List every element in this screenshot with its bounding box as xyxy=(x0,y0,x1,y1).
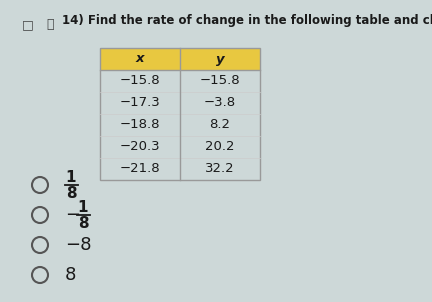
Text: 8: 8 xyxy=(66,187,76,201)
Text: ⧄: ⧄ xyxy=(46,18,54,31)
Text: 1: 1 xyxy=(66,169,76,185)
Text: −18.8: −18.8 xyxy=(120,118,160,131)
Text: −15.8: −15.8 xyxy=(120,75,160,88)
Text: −21.8: −21.8 xyxy=(120,162,160,175)
Text: −3.8: −3.8 xyxy=(204,97,236,110)
Text: 20.2: 20.2 xyxy=(205,140,235,153)
Text: □: □ xyxy=(22,18,34,31)
Text: 8.2: 8.2 xyxy=(210,118,231,131)
Bar xyxy=(100,48,260,70)
Text: 32.2: 32.2 xyxy=(205,162,235,175)
Text: y: y xyxy=(216,53,224,66)
Text: 8: 8 xyxy=(78,217,88,232)
Text: −8: −8 xyxy=(65,236,92,254)
Text: −17.3: −17.3 xyxy=(120,97,160,110)
Text: x: x xyxy=(136,53,144,66)
Text: 8: 8 xyxy=(65,266,76,284)
Text: −20.3: −20.3 xyxy=(120,140,160,153)
Text: 1: 1 xyxy=(78,200,88,214)
Text: −: − xyxy=(65,206,80,224)
Text: 14) Find the rate of change in the following table and choose the correct answer: 14) Find the rate of change in the follo… xyxy=(62,14,432,27)
Text: −15.8: −15.8 xyxy=(200,75,240,88)
Bar xyxy=(100,48,260,180)
